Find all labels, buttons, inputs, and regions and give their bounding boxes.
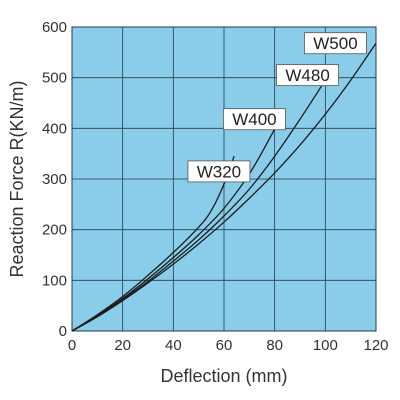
x-tick-label: 120 (363, 337, 388, 354)
y-tick-label: 400 (42, 120, 67, 137)
y-tick-label: 200 (42, 222, 67, 239)
series-label-text: W400 (232, 110, 276, 129)
series-label-box (222, 108, 286, 131)
grid-lines (71, 26, 377, 332)
series-label-w500: W500 (304, 32, 367, 55)
x-tick-label: 40 (165, 337, 182, 354)
series-line-w500 (71, 42, 377, 332)
y-axis-title: Reaction Force R(KN/m) (7, 80, 27, 277)
series-label-text: W320 (197, 162, 241, 181)
series-lines (71, 42, 377, 332)
series-label-text: W500 (313, 34, 357, 53)
series-label-w320: W320 (187, 160, 251, 183)
series-labels: W320 W400 W480 W500 (187, 32, 367, 183)
x-axis-title: Deflection (mm) (160, 366, 287, 386)
x-tick-label: 20 (114, 337, 131, 354)
series-line-w320 (71, 155, 235, 332)
y-tick-label: 600 (42, 19, 67, 36)
series-label-text: W480 (285, 66, 329, 85)
x-tick-label: 80 (266, 337, 283, 354)
series-label-w400: W400 (222, 108, 286, 131)
series-label-w480: W480 (276, 64, 340, 87)
y-tick-label: 0 (59, 323, 67, 340)
series-label-box (276, 64, 340, 87)
y-tick-label: 300 (42, 171, 67, 188)
y-tick-label: 100 (42, 272, 67, 289)
y-tick-label: 500 (42, 70, 67, 87)
x-tick-label: 60 (216, 337, 233, 354)
tick-labels: 0 20 40 60 80 100 120 0 100 200 300 400 500 600 (42, 19, 389, 354)
series-label-box (304, 32, 367, 55)
x-tick-label: 0 (68, 337, 76, 354)
x-tick-label: 100 (313, 337, 338, 354)
series-label-box (187, 160, 251, 183)
series-line-w480 (71, 79, 326, 332)
